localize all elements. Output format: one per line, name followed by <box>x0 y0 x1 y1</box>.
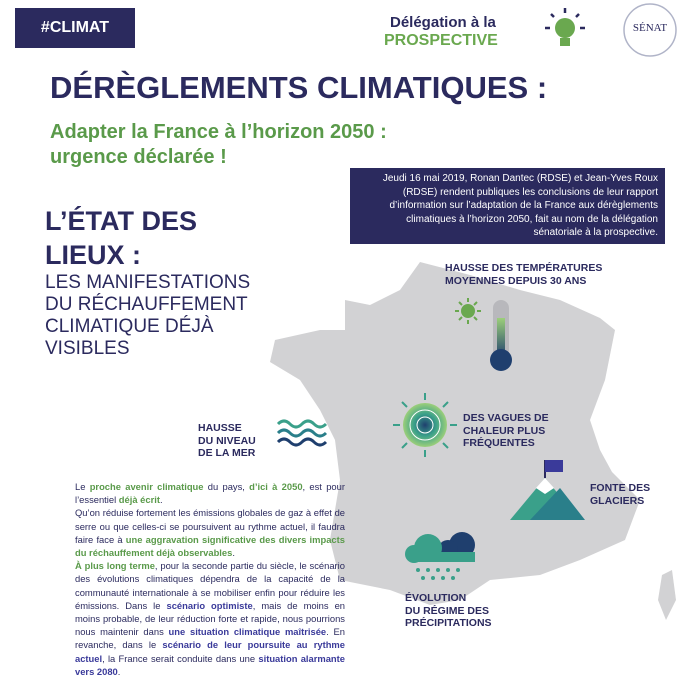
subheading-line: LES MANIFESTATIONS <box>45 272 251 293</box>
section-subheading: LES MANIFESTATIONS DU RÉCHAUFFEMENT CLIM… <box>45 272 250 360</box>
notice-box <box>350 168 665 244</box>
label-line: ÉVOLUTION <box>405 592 467 604</box>
label-line: GLACIERS <box>590 494 645 507</box>
subheading-line: DU RÉCHAUFFEMENT <box>45 294 248 315</box>
text-run: , pour la seconde partie du siècle, le s… <box>75 560 345 611</box>
text-run: Le <box>75 481 90 492</box>
label-line: PRÉCIPITATIONS <box>405 617 492 629</box>
tag-box <box>15 8 135 48</box>
text-run: Qu’on réduise fortement les émissions gl… <box>75 507 345 545</box>
text-run: une situation climatique maîtrisée <box>168 626 327 638</box>
lightbulb-icon <box>545 8 585 46</box>
subtitle-line: urgence déclarée ! <box>50 146 227 168</box>
text-run: À plus long terme <box>75 560 155 572</box>
text-run: scénario de leur poursuite au rythme act… <box>75 639 345 664</box>
delegation-line1: Délégation à la <box>390 14 496 31</box>
text-run: . En revanche, dans le <box>75 626 345 651</box>
logo-text: SÉNAT <box>632 22 668 34</box>
text-run: du pays, <box>203 481 250 492</box>
text-run: déjà écrit <box>118 494 160 506</box>
label-sea-level: HAUSSE DU NIVEAU DE LA MER <box>198 422 256 460</box>
text-run: . <box>232 547 235 559</box>
text-run: d’ici à 2050 <box>249 481 303 492</box>
senat-logo <box>623 3 677 57</box>
text-run: , la France serait conduite dans une <box>102 652 259 664</box>
notice: Jeudi 16 mai 2019, Ronan Dantec (RDSE) e… <box>382 173 658 238</box>
text-run: , mais de moins en moins probable, de le… <box>75 599 346 638</box>
label-heatwaves: DES VAGUES DE CHALEUR PLUS FRÉQUENTES <box>463 412 549 450</box>
label-line: DES VAGUES DE <box>463 412 549 424</box>
label-line: DU RÉGIME DES <box>405 604 490 617</box>
section-heading: L’ÉTAT DES LIEUX : <box>45 204 197 272</box>
rain-icon <box>405 532 475 580</box>
subtitle: Adapter la France à l’horizon 2050 : urg… <box>50 120 387 170</box>
text-run: scénario optimiste <box>166 599 253 611</box>
text-run: situation alarmante vers 2080 <box>75 652 345 677</box>
label-line: FRÉQUENTES <box>463 437 535 449</box>
paragraph: Le proche avenir climatique du pays, d’i… <box>75 480 345 506</box>
text-run: . <box>159 494 163 506</box>
heatwave-icon <box>393 393 457 457</box>
tag: #CLIMAT <box>40 19 110 36</box>
paragraph: À plus long terme, pour la seconde parti… <box>75 559 345 678</box>
paragraph: Qu’on réduise fortement les émissions gl… <box>75 506 345 559</box>
label-line: CHALEUR PLUS <box>463 424 546 437</box>
text-run: proche avenir climatique <box>89 481 204 492</box>
delegation-line2: PROSPECTIVE <box>384 32 498 49</box>
label-glaciers: FONTE DES GLACIERS <box>590 482 650 507</box>
label-line: HAUSSE DES TEMPÉRATURES <box>445 262 603 274</box>
thermometer-icon <box>490 300 512 371</box>
label-line: DU NIVEAU <box>198 434 256 447</box>
text-run: , est pour l’essentiel <box>75 481 345 506</box>
heading-line: LIEUX : <box>45 240 142 270</box>
sun-icon <box>455 298 481 324</box>
label-line: HAUSSE <box>198 422 242 434</box>
label-line: MOYENNES DEPUIS 30 ANS <box>445 274 587 287</box>
text-run: une aggravation significative des divers… <box>75 533 345 559</box>
label-line: DE LA MER <box>198 447 256 459</box>
body-text: Le proche avenir climatique du pays, d’i… <box>75 480 345 678</box>
corsica <box>658 570 676 620</box>
glacier-icon <box>510 460 585 520</box>
subheading-line: CLIMATIQUE DÉJÀ <box>45 316 214 337</box>
subheading-line: VISIBLES <box>45 338 130 359</box>
label-precipitation: ÉVOLUTION DU RÉGIME DES PRÉCIPITATIONS <box>405 592 492 630</box>
title: DÉRÈGLEMENTS CLIMATIQUES : <box>50 70 548 105</box>
subtitle-line: Adapter la France à l’horizon 2050 : <box>50 121 387 143</box>
heading-line: L’ÉTAT DES <box>45 206 198 236</box>
label-line: FONTE DES <box>590 482 651 494</box>
label-temperatures: HAUSSE DES TEMPÉRATURES MOYENNES DEPUIS … <box>445 262 602 287</box>
text-run: . <box>117 665 121 677</box>
waves-icon <box>276 419 328 447</box>
